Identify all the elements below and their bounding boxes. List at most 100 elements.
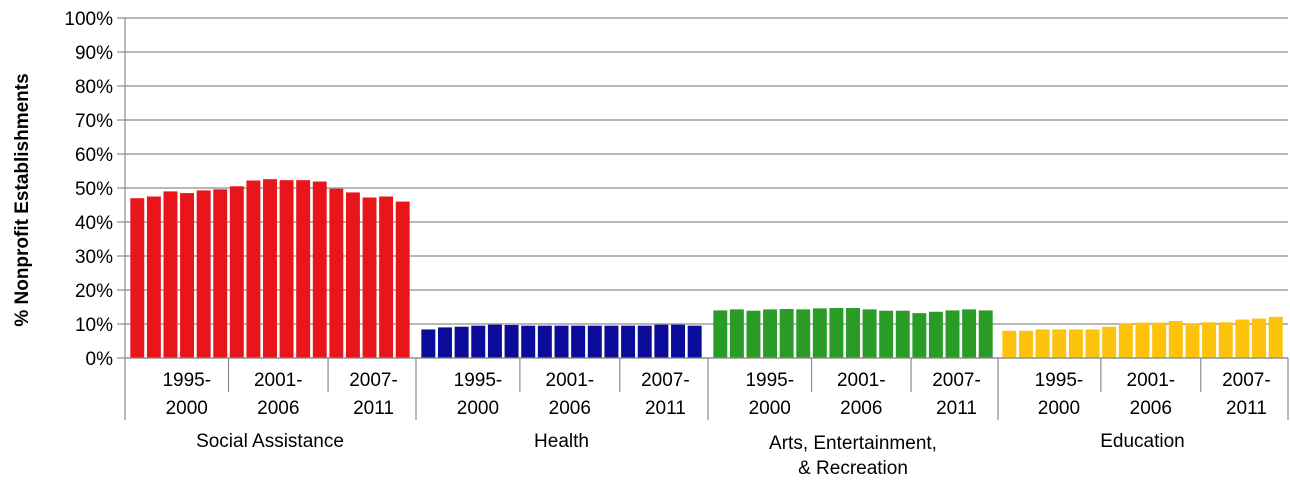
x-tick-label: 2011 <box>1226 398 1267 419</box>
bar <box>421 329 436 358</box>
y-tick-label: 40% <box>75 213 113 234</box>
bar <box>1268 316 1283 358</box>
bar <box>1035 329 1050 358</box>
x-tick-label: 2000 <box>457 398 499 419</box>
bar <box>621 325 636 358</box>
bar <box>879 310 894 358</box>
bar <box>1152 322 1167 358</box>
x-tick-label: 2006 <box>840 398 882 419</box>
bar <box>671 324 686 358</box>
bar <box>1085 329 1100 358</box>
bar <box>229 186 244 358</box>
group-label: Arts, Entertainment, <box>769 433 937 454</box>
y-tick-label: 60% <box>75 145 113 166</box>
y-tick-label: 100% <box>64 9 113 30</box>
bar <box>571 325 586 358</box>
bar <box>130 198 145 358</box>
bar <box>829 308 844 358</box>
bar <box>713 310 728 358</box>
y-tick-label: 70% <box>75 111 113 132</box>
bar <box>895 310 910 358</box>
x-tick-label: 2011 <box>353 398 394 419</box>
x-tick-label: 1995- <box>162 370 211 391</box>
category-group-labels: Social Assistance Health Arts, Entertainme… <box>196 431 1185 479</box>
x-tick-label: 2006 <box>1130 398 1172 419</box>
bar <box>554 325 569 358</box>
bar <box>763 309 778 358</box>
bar <box>471 325 486 358</box>
x-axis-tick-labels: 1995- 2000 2001- 2006 2007- 2011 1995- 2000 2001… <box>162 370 1270 419</box>
bar <box>862 309 877 358</box>
bar <box>537 325 552 358</box>
y-tick-label: 0% <box>86 349 114 370</box>
x-tick-label: 2000 <box>749 398 791 419</box>
y-tick-label: 30% <box>75 247 113 268</box>
bar <box>1002 330 1017 358</box>
bar <box>1202 322 1217 358</box>
bar <box>180 193 195 358</box>
x-tick-label: 2000 <box>166 398 208 419</box>
y-tick-label: 50% <box>75 179 113 200</box>
bar <box>163 191 178 358</box>
x-tick-label: 2007- <box>1222 370 1271 391</box>
bars <box>130 179 1283 358</box>
x-tick-label: 2011 <box>645 398 686 419</box>
bar <box>362 197 377 358</box>
bar <box>487 324 502 358</box>
group-label: Social Assistance <box>196 431 344 452</box>
bar <box>379 196 394 358</box>
bar <box>296 180 311 358</box>
bar <box>1102 326 1117 358</box>
y-axis-label: % Nonprofit Establishments <box>12 73 33 326</box>
bar <box>637 325 652 358</box>
bar <box>196 190 211 358</box>
y-tick-label: 90% <box>75 43 113 64</box>
x-tick-label: 2001- <box>254 370 303 391</box>
x-tick-label: 2006 <box>257 398 299 419</box>
y-tick-label: 10% <box>75 315 113 336</box>
group-label: & Recreation <box>798 458 908 479</box>
bar <box>654 324 669 358</box>
bar <box>962 309 977 358</box>
bar <box>978 310 993 358</box>
y-tick-label: 80% <box>75 77 113 98</box>
bar <box>437 327 452 358</box>
group-label: Education <box>1100 431 1185 452</box>
bar <box>1168 320 1183 358</box>
bar <box>1135 322 1150 358</box>
bar <box>604 325 619 358</box>
bar <box>796 309 811 358</box>
bar <box>945 310 960 358</box>
x-tick-label: 2007- <box>932 370 981 391</box>
bar <box>279 180 294 358</box>
bar <box>1068 329 1083 358</box>
x-tick-label: 1995- <box>454 370 503 391</box>
bar <box>395 201 410 358</box>
bar <box>1052 329 1067 358</box>
bar <box>779 309 794 358</box>
x-tick-label: 1995- <box>1035 370 1084 391</box>
x-tick-label: 2001- <box>546 370 595 391</box>
bar <box>687 325 702 358</box>
x-tick-label: 2000 <box>1038 398 1080 419</box>
bar <box>912 313 927 358</box>
x-axis <box>124 357 1289 420</box>
bar <box>1118 323 1133 358</box>
x-tick-label: 2007- <box>349 370 398 391</box>
bar <box>329 188 344 358</box>
bar <box>846 308 860 358</box>
bar <box>1185 323 1200 358</box>
x-tick-label: 1995- <box>745 370 794 391</box>
bar <box>1252 318 1267 358</box>
bar <box>746 310 761 358</box>
bar <box>1218 322 1233 358</box>
x-tick-label: 2001- <box>837 370 886 391</box>
y-axis-tick-labels: 0% 10% 20% 30% 40% 50% 60% 70% 80% 90% 100% <box>64 9 113 370</box>
bar <box>587 325 602 358</box>
bar <box>345 192 360 358</box>
bar <box>521 325 536 358</box>
bar <box>504 325 519 358</box>
x-tick-label: 2006 <box>549 398 591 419</box>
bar <box>928 311 943 358</box>
